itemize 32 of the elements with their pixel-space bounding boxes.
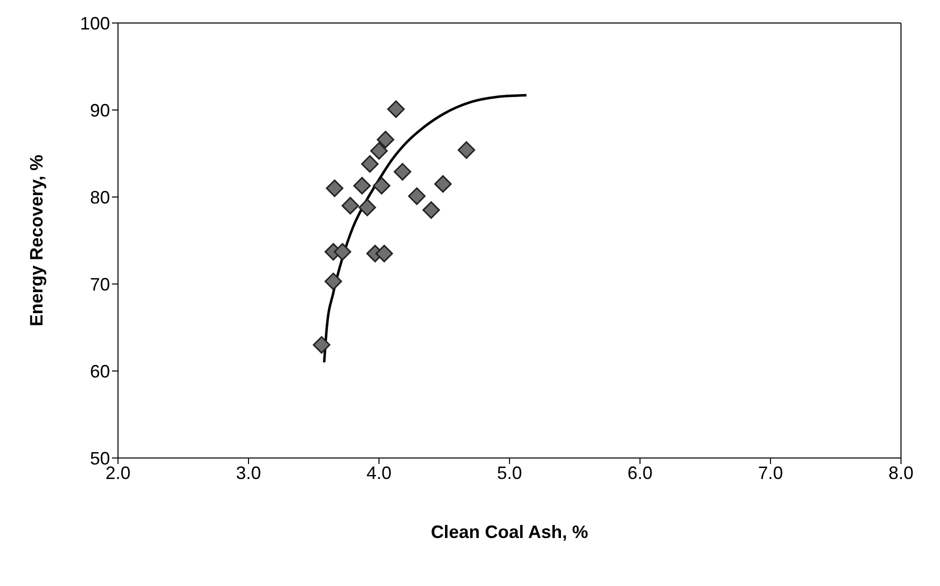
y-tick-label: 100 [80,13,110,34]
point [434,175,452,193]
point [408,187,426,205]
point [375,244,393,262]
point [458,141,476,159]
x-tick-label: 7.0 [758,462,784,483]
point [376,130,394,148]
point [342,196,360,214]
point [370,142,388,160]
line-series [322,94,528,364]
point [394,163,412,181]
point [358,198,376,216]
x-tick-label: 8.0 [888,462,914,483]
x-tick-label: 6.0 [627,462,653,483]
x-tick-label: 4.0 [366,462,392,483]
y-tick-label: 60 [90,361,110,382]
point [422,201,440,219]
point [326,180,344,198]
point [361,155,379,173]
x-axis-title: Clean Coal Ash, % [430,522,588,542]
y-tick-label: 70 [90,274,110,294]
point [353,176,371,194]
y-tick-label: 80 [90,187,110,208]
point [324,272,342,290]
x-tick-label: 5.0 [496,462,522,483]
y-tick-label: 90 [90,100,110,120]
point [387,100,405,118]
point [334,243,352,261]
x-tick-label: 3.0 [236,462,262,483]
point [312,336,330,354]
point [372,176,390,194]
y-axis-title: Energy Recovery, % [26,154,46,326]
